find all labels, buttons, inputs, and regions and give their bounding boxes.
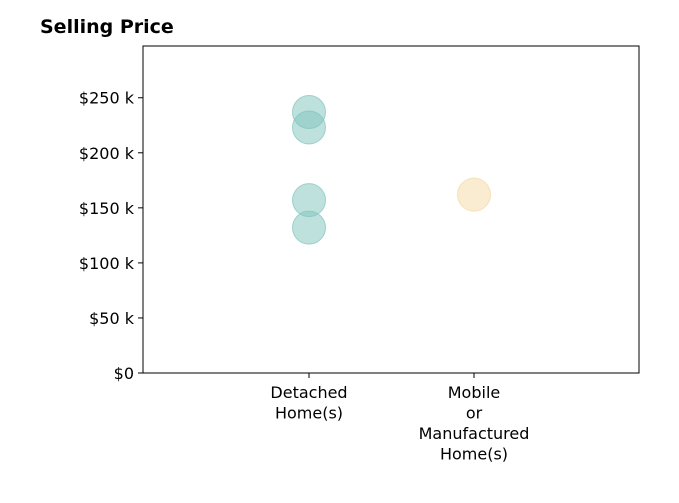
data-points bbox=[292, 95, 491, 245]
y-tick-label: $50 k bbox=[89, 309, 135, 328]
y-tick-label: $250 k bbox=[79, 89, 135, 108]
x-tick-label: Manufactured bbox=[419, 424, 530, 443]
y-tick-label: $100 k bbox=[79, 254, 135, 273]
chart-title: Selling Price bbox=[40, 16, 174, 38]
plot-frame bbox=[142, 45, 640, 374]
x-tick-label: or bbox=[466, 404, 483, 423]
data-point bbox=[457, 177, 491, 212]
y-tick-label: $0 bbox=[114, 364, 134, 383]
data-point bbox=[292, 210, 326, 245]
data-point bbox=[292, 110, 326, 145]
x-tick-label: Detached bbox=[270, 383, 347, 402]
y-tick-label: $150 k bbox=[79, 199, 135, 218]
y-tick-label: $200 k bbox=[79, 144, 135, 163]
x-tick-label: Home(s) bbox=[440, 445, 508, 464]
x-tick-label: Home(s) bbox=[275, 404, 343, 423]
y-axis: $0 $50 k $100 k $150 k $200 k $250 k bbox=[79, 89, 143, 383]
x-tick-label: Mobile bbox=[448, 383, 500, 402]
